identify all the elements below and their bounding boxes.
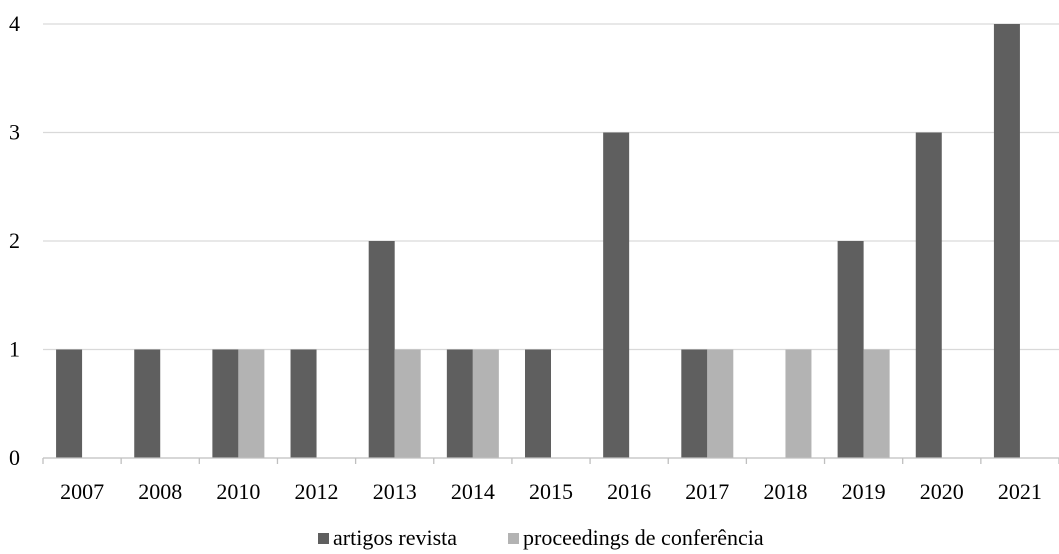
bar-artigos-revista-2016 xyxy=(603,132,630,458)
bar-artigos-revista-2013 xyxy=(368,241,395,458)
y-tick-label: 2 xyxy=(9,228,20,253)
x-tick-label: 2016 xyxy=(607,479,651,504)
legend-item-proceedings: proceedings de conferência xyxy=(508,525,764,550)
y-tick-label: 4 xyxy=(9,11,20,36)
bar-proceedings-de-conferencia-2013 xyxy=(394,349,421,458)
y-tick-label: 3 xyxy=(9,120,20,145)
bar-artigos-revista-2012 xyxy=(290,349,317,458)
x-tick-label: 2018 xyxy=(763,479,807,504)
bar-artigos-revista-2008 xyxy=(134,349,161,458)
x-tick-label: 2015 xyxy=(529,479,573,504)
legend-swatch xyxy=(508,533,519,544)
bar-artigos-revista-2010 xyxy=(212,349,239,458)
y-axis-ticks: 0 1 2 3 4 xyxy=(9,11,20,470)
bar-artigos-revista-2017 xyxy=(681,349,708,458)
bar-proceedings-de-conferencia-2018 xyxy=(785,349,812,458)
y-tick-label: 1 xyxy=(9,337,20,362)
bar-proceedings-de-conferencia-2019 xyxy=(863,349,890,458)
legend-label: proceedings de conferência xyxy=(523,525,764,550)
x-tick-label: 2019 xyxy=(842,479,886,504)
x-tick-label: 2010 xyxy=(216,479,260,504)
legend-item-artigos-revista: artigos revista xyxy=(318,525,457,550)
bar-artigos-revista-2015 xyxy=(525,349,551,458)
legend: artigos revista proceedings de conferênci… xyxy=(318,525,764,550)
bars xyxy=(56,24,1020,458)
gridlines xyxy=(43,23,1059,351)
legend-swatch xyxy=(318,533,329,544)
bar-proceedings-de-conferencia-2017 xyxy=(707,349,734,458)
x-tick-label: 2020 xyxy=(920,479,964,504)
x-tick-label: 2021 xyxy=(998,479,1042,504)
legend-label: artigos revista xyxy=(333,525,457,550)
x-tick-label: 2012 xyxy=(295,479,339,504)
x-tick-label: 2017 xyxy=(685,479,729,504)
x-tick-label: 2014 xyxy=(451,479,495,504)
bar-proceedings-de-conferencia-2010 xyxy=(238,349,265,458)
x-tick-label: 2007 xyxy=(60,479,104,504)
bar-artigos-revista-2007 xyxy=(56,349,83,458)
bar-artigos-revista-2020 xyxy=(915,132,942,458)
bar-artigos-revista-2014 xyxy=(446,349,473,458)
bar-artigos-revista-2019 xyxy=(837,241,864,458)
x-tick-label: 2008 xyxy=(138,479,182,504)
bar-proceedings-de-conferencia-2014 xyxy=(472,349,499,458)
x-axis-ticks: 2007 2008 2010 2012 2013 2014 2015 2016 2017 2018… xyxy=(60,479,1042,504)
x-tick-label: 2013 xyxy=(373,479,417,504)
bar-artigos-revista-2021 xyxy=(993,24,1020,458)
x-axis xyxy=(42,457,1059,464)
y-tick-label: 0 xyxy=(9,445,20,470)
